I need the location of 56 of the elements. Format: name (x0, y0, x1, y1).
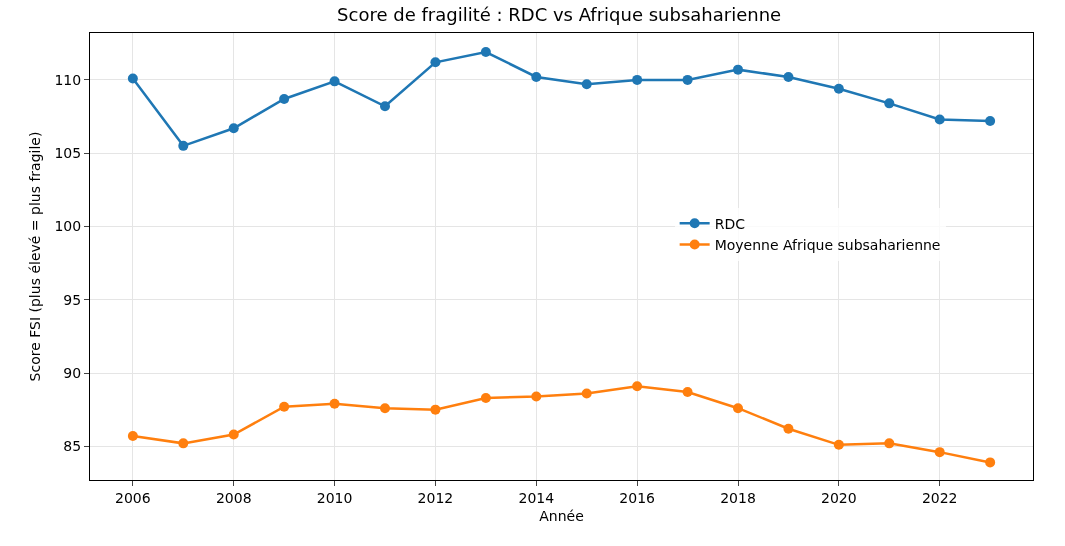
point (178, 140, 189, 151)
point (682, 387, 693, 398)
x-tick-label: 2012 (417, 489, 454, 506)
x-tick-label: 2006 (115, 489, 151, 506)
point (581, 388, 592, 399)
point (228, 429, 239, 440)
point (884, 98, 895, 109)
point (329, 398, 340, 409)
point (480, 47, 491, 58)
point (178, 438, 189, 449)
point (430, 404, 441, 415)
point (985, 457, 996, 468)
point (733, 403, 743, 414)
chart-title: Score de fragilité : RDC vs Afrique subsaharienne (337, 3, 782, 25)
point (430, 57, 441, 68)
legend-label: RDC (714, 215, 746, 232)
y-tick-label: 105 (54, 145, 82, 162)
point (279, 401, 290, 412)
y-tick-label: 110 (54, 71, 82, 88)
point (733, 64, 743, 75)
legend-label: Moyenne Afrique subsaharienne (714, 236, 941, 253)
point (934, 114, 945, 125)
x-tick-label: 2010 (316, 489, 353, 506)
y-tick-label: 95 (63, 291, 82, 308)
point (783, 71, 794, 82)
x-tick-label: 2014 (518, 489, 555, 506)
y-axis-title: Score FSI (plus élevé = plus fragile) (27, 131, 44, 382)
point (531, 71, 542, 82)
point (833, 439, 844, 450)
point (380, 403, 390, 414)
point (380, 101, 390, 112)
point (682, 74, 693, 85)
x-tick-label: 2016 (619, 489, 656, 506)
point (531, 391, 542, 402)
point (632, 381, 643, 392)
x-tick-label: 2020 (821, 489, 857, 506)
point (581, 79, 592, 90)
point (783, 423, 794, 434)
point (934, 447, 945, 458)
x-tick-label: 2022 (921, 489, 958, 506)
point (632, 74, 643, 85)
point (480, 392, 491, 403)
y-tick-label: 85 (63, 438, 82, 455)
point (127, 431, 138, 442)
y-tick-label: 100 (54, 218, 82, 235)
point (833, 83, 844, 94)
x-axis-title: Année (539, 508, 584, 525)
x-tick-label: 2018 (720, 489, 756, 506)
point (329, 76, 340, 87)
point (228, 123, 239, 134)
x-tick-label: 2008 (215, 489, 252, 506)
point (884, 438, 895, 449)
point (985, 115, 996, 126)
point (127, 73, 138, 84)
y-tick-label: 90 (63, 364, 82, 381)
point (279, 93, 290, 104)
